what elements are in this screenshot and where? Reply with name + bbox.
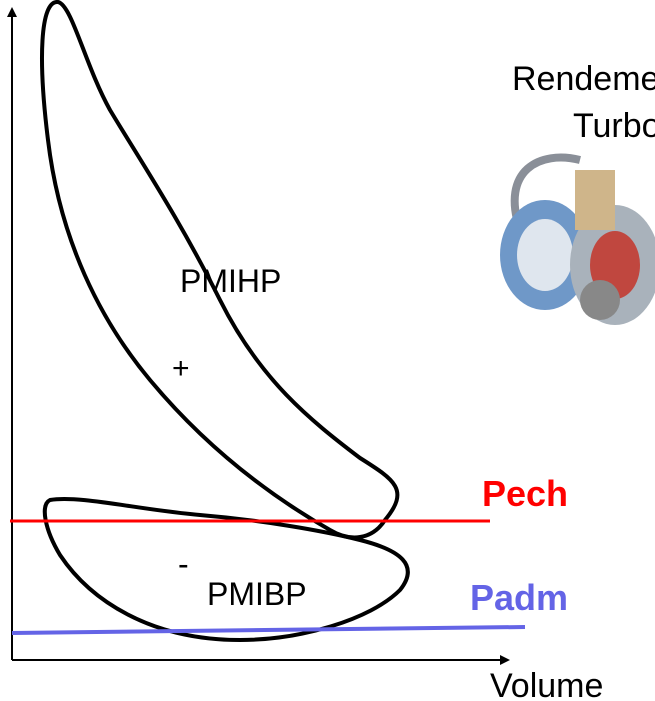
pressure-label: Padm — [470, 577, 568, 618]
pressure-label: Pech — [482, 473, 568, 514]
turbo-illustration — [500, 158, 655, 325]
sign-label: + — [172, 352, 190, 385]
sign-label: - — [178, 546, 189, 582]
loop-label: PMIHP — [180, 263, 281, 299]
heading-line: Turbo — [573, 107, 655, 145]
loop-label: PMIBP — [207, 576, 307, 612]
axis-label: Volume — [490, 667, 603, 701]
intake-pressure-line — [12, 627, 525, 633]
pv-diagram: Rendement Turbo PMIHP + - PMIBP Pech Pad… — [0, 0, 655, 701]
heading-line: Rendement — [512, 60, 655, 98]
page: Rendement Turbo PMIHP + - PMIBP Pech Pad… — [0, 0, 655, 701]
